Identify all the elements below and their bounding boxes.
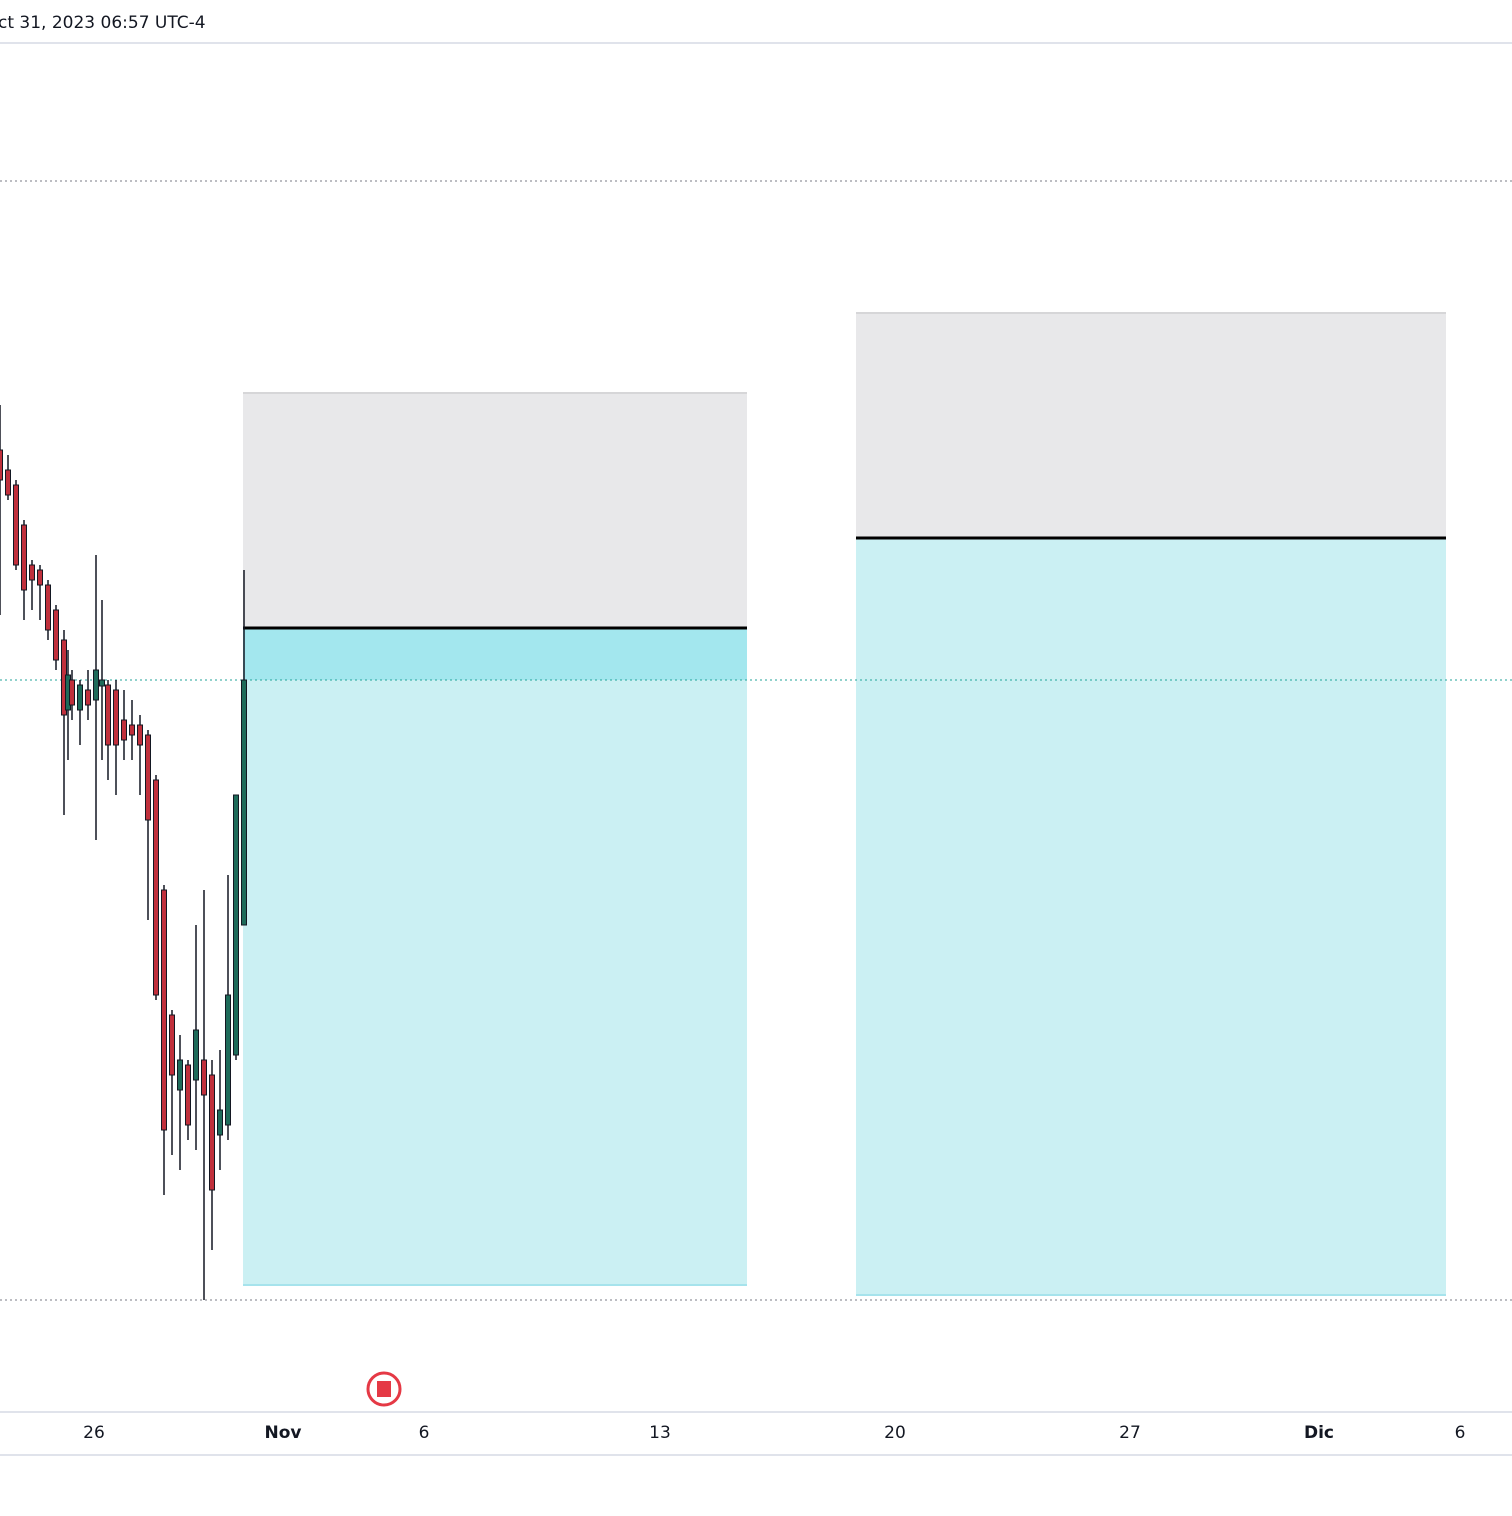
candles <box>0 405 247 1300</box>
flag-leaf <box>377 1381 391 1397</box>
stop-zone <box>243 392 747 628</box>
time-axis-label: 6 <box>1455 1423 1466 1443</box>
candle-body <box>77 684 83 711</box>
candle-body <box>161 889 167 1131</box>
target-zone <box>856 538 1446 1295</box>
candle-body <box>45 584 51 631</box>
candle-body <box>185 1064 191 1126</box>
candle-body <box>99 679 105 687</box>
candle-body <box>233 794 239 1056</box>
time-axis-label: Dic <box>1304 1423 1334 1443</box>
candle-body <box>69 679 75 706</box>
header-datetime: ct 31, 2023 06:57 UTC-4 <box>0 13 206 33</box>
candle-body <box>241 679 247 926</box>
candle-body <box>225 994 231 1126</box>
candle-body <box>93 669 99 701</box>
time-axis-label: 6 <box>419 1423 430 1443</box>
candle-body <box>177 1059 183 1091</box>
time-axis-label: Nov <box>265 1423 302 1443</box>
candle-body <box>85 689 91 706</box>
candle-body <box>121 719 127 741</box>
candle-body <box>5 469 11 496</box>
time-axis-label: 26 <box>83 1423 105 1443</box>
time-axis-label: 13 <box>649 1423 671 1443</box>
candle-body <box>129 724 135 736</box>
candle-body <box>53 609 59 661</box>
candle-body <box>113 689 119 746</box>
candle-body <box>21 524 27 591</box>
candle-body <box>201 1059 207 1096</box>
time-axis-label: 20 <box>884 1423 906 1443</box>
candle-body <box>217 1109 223 1136</box>
candle-body <box>193 1029 199 1081</box>
candle-body <box>0 449 3 481</box>
candle-body <box>145 734 151 821</box>
candle-body <box>37 569 43 586</box>
candle-body <box>169 1014 175 1076</box>
time-axis-label: 27 <box>1119 1423 1141 1443</box>
candle-body <box>13 484 19 566</box>
candle-body <box>153 779 159 996</box>
candle-body <box>209 1074 215 1191</box>
stop-zone <box>856 312 1446 538</box>
candle-body <box>29 564 35 581</box>
candle-body <box>105 684 111 746</box>
candle-body <box>137 724 143 746</box>
time-axis: 26 Nov 6 13 20 27 Dic 6 <box>83 1423 1465 1443</box>
target-zone <box>243 628 747 1285</box>
profit-band <box>243 628 747 680</box>
